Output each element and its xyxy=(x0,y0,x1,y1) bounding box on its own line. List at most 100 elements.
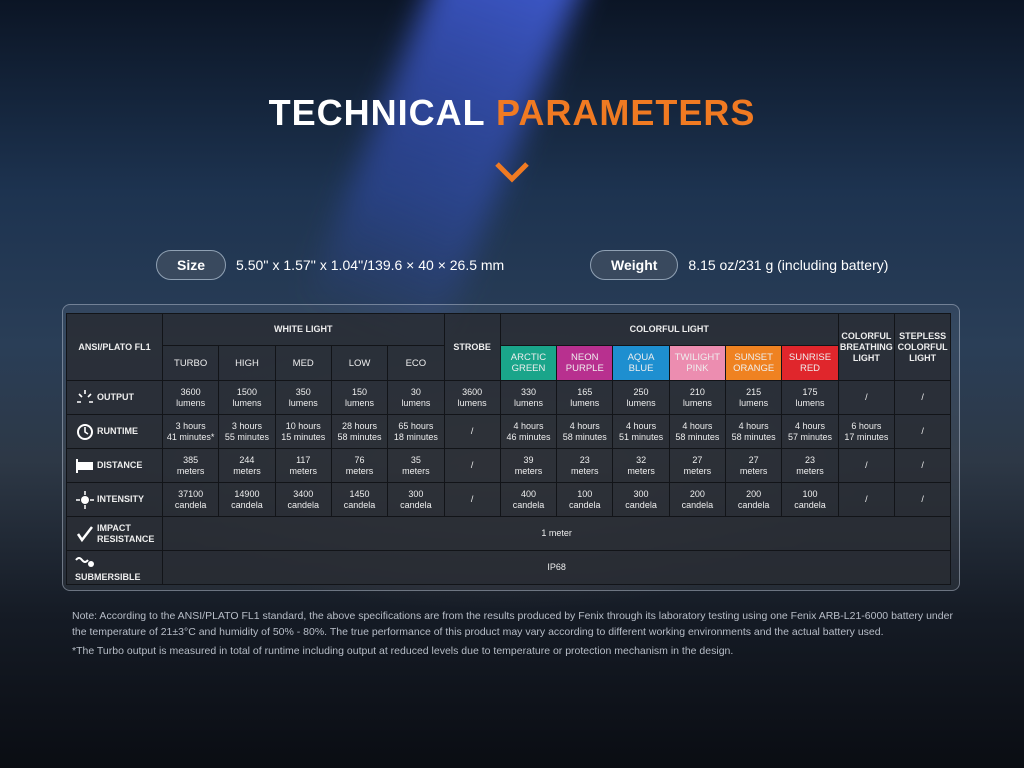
data-cell: / xyxy=(893,414,952,449)
data-row: OUTPUT 3600 lumens 1500 lumens 350 lumens 15… xyxy=(66,380,952,415)
mode-header: SUNSET ORANGE xyxy=(725,345,783,381)
note: Note: According to the ANSI/PLATO FL1 st… xyxy=(72,610,953,638)
data-cell: 100 candela xyxy=(556,482,614,517)
data-cell: 4 hours 58 minutes xyxy=(668,414,727,449)
note: *The Turbo output is measured in total o… xyxy=(72,645,734,657)
data-cell: 3600 lumens xyxy=(161,380,220,415)
data-cell: IP68 xyxy=(161,550,952,585)
row-label: OUTPUT xyxy=(97,392,134,402)
data-cell: / xyxy=(893,448,952,483)
data-cell: 3400 candela xyxy=(274,482,332,517)
data-cell: 300 candela xyxy=(387,482,445,517)
data-cell: 250 lumens xyxy=(612,380,670,415)
data-row: DISTANCE 385 meters 244 meters 117 meters 76… xyxy=(66,448,952,483)
group-header: STEPLESS COLORFUL LIGHT xyxy=(893,313,952,381)
row-icon xyxy=(77,389,93,403)
title-part: PARAMETERS xyxy=(496,92,756,133)
row-header: OUTPUT xyxy=(66,380,163,415)
row-icon xyxy=(76,525,93,542)
data-cell: 27 meters xyxy=(668,448,727,483)
group-header: COLORFUL LIGHT xyxy=(499,313,839,346)
row-header: RUNTIME xyxy=(66,414,163,449)
data-cell: 14900 candela xyxy=(218,482,276,517)
data-cell: 3600 lumens xyxy=(443,380,501,415)
title-part: TECHNICAL xyxy=(268,92,485,133)
data-cell: 1 meter xyxy=(161,516,952,551)
data-cell: 39 meters xyxy=(499,448,558,483)
data-cell: 76 meters xyxy=(330,448,389,483)
data-cell: / xyxy=(893,380,952,415)
mode-header: ARCTIC GREEN xyxy=(499,345,558,381)
data-cell: 32 meters xyxy=(612,448,670,483)
row-header: SUBMERSIBLE xyxy=(66,550,163,585)
page-title: TECHNICAL PARAMETERS xyxy=(0,92,1024,134)
data-cell: 35 meters xyxy=(387,448,445,483)
data-cell: 23 meters xyxy=(556,448,614,483)
mode-header: LOW xyxy=(330,345,389,381)
row-icon xyxy=(75,556,94,567)
data-cell: 3 hours 41 minutes* xyxy=(161,414,220,449)
spec-value: 8.15 oz/231 g (including battery) xyxy=(688,257,889,273)
data-cell: 6 hours 17 minutes xyxy=(837,414,895,449)
mode-header: TWILIGHT PINK xyxy=(668,345,727,381)
data-cell: 4 hours 51 minutes xyxy=(612,414,670,449)
data-cell: 300 candela xyxy=(612,482,670,517)
mode-header: TURBO xyxy=(161,345,220,381)
corner-header: ANSI/PLATO FL1 xyxy=(66,313,163,381)
header-row: ANSI/PLATO FL1 WHITE LIGHT STROBE COLORFUL … xyxy=(66,313,952,381)
header-row: TURBO HIGH MED LOW ECO ARCTIC GREEN NEON PURPL… xyxy=(67,345,951,381)
data-cell: 330 lumens xyxy=(499,380,558,415)
data-cell: 200 candela xyxy=(725,482,783,517)
data-cell: 28 hours 58 minutes xyxy=(330,414,389,449)
data-cell: 210 lumens xyxy=(668,380,727,415)
light-beam xyxy=(302,0,590,356)
data-cell: 10 hours 15 minutes xyxy=(274,414,332,449)
row-label: INTENSITY xyxy=(97,494,145,504)
data-cell: / xyxy=(893,482,952,517)
data-cell: / xyxy=(443,448,501,483)
data-cell: / xyxy=(837,448,895,483)
data-row: INTENSITY 37100 candela 14900 candela 3400 … xyxy=(66,482,952,517)
spec-value: 5.50'' x 1.57'' x 1.04''/139.6 × 40 × 26… xyxy=(236,257,505,273)
data-cell: 23 meters xyxy=(781,448,839,483)
data-cell: / xyxy=(443,414,501,449)
row-header: DISTANCE xyxy=(66,448,163,483)
data-cell: 385 meters xyxy=(161,448,220,483)
data-cell: 400 candela xyxy=(499,482,558,517)
row-label: RUNTIME xyxy=(97,426,138,436)
spec-label: Weight xyxy=(590,250,679,280)
data-cell: 175 lumens xyxy=(781,380,839,415)
data-cell: 1450 candela xyxy=(330,482,389,517)
row-label: SUBMERSIBLE xyxy=(75,572,141,583)
data-cell: 3 hours 55 minutes xyxy=(218,414,276,449)
data-cell: 30 lumens xyxy=(387,380,445,415)
data-row: RUNTIME 3 hours 41 minutes* 3 hours 55 min… xyxy=(66,414,952,449)
data-cell: 4 hours 46 minutes xyxy=(499,414,558,449)
spec-label: Size xyxy=(156,250,227,280)
data-cell: 150 lumens xyxy=(330,380,389,415)
data-row: SUBMERSIBLE IP68 xyxy=(66,550,952,585)
group-header: COLORFUL BREATHING LIGHT xyxy=(837,313,895,381)
data-row: IMPACT RESISTANCE 1 meter xyxy=(66,516,952,551)
data-cell: 4 hours 58 minutes xyxy=(556,414,614,449)
spec-table: ANSI/PLATO FL1 WHITE LIGHT STROBE COLORFUL … xyxy=(66,313,952,585)
data-cell: 1500 lumens xyxy=(218,380,276,415)
data-cell: 165 lumens xyxy=(556,380,614,415)
data-cell: 350 lumens xyxy=(274,380,332,415)
data-cell: 4 hours 57 minutes xyxy=(781,414,839,449)
data-cell: 200 candela xyxy=(668,482,727,517)
row-icon xyxy=(76,490,94,509)
mode-header: HIGH xyxy=(218,345,276,381)
data-cell: 37100 candela xyxy=(161,482,220,517)
group-header: WHITE LIGHT xyxy=(162,313,445,346)
row-label: IMPACT RESISTANCE xyxy=(97,522,155,544)
mode-header: AQUA BLUE xyxy=(612,345,670,381)
row-icon xyxy=(76,458,93,473)
data-cell: 4 hours 58 minutes xyxy=(725,414,783,449)
row-header: IMPACT RESISTANCE xyxy=(66,516,163,551)
data-cell: 27 meters xyxy=(725,448,783,483)
mode-header: ECO xyxy=(387,345,445,381)
row-label: DISTANCE xyxy=(97,460,143,470)
data-cell: 215 lumens xyxy=(725,380,783,415)
